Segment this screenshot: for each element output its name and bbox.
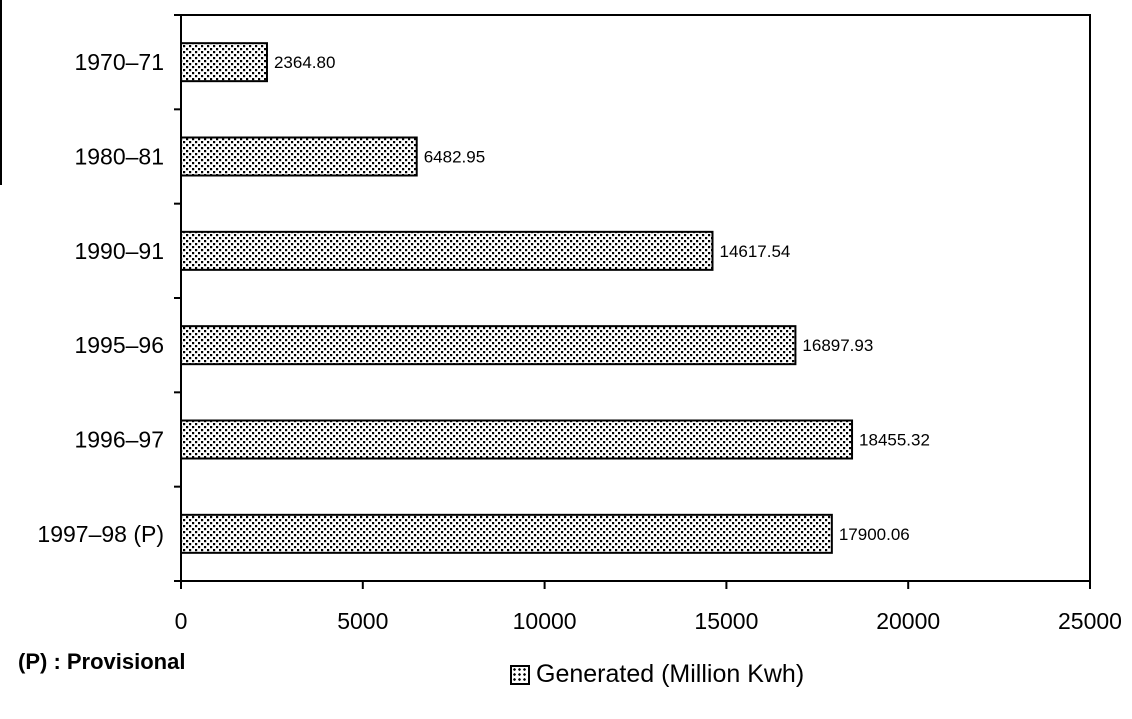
category-label: 1997–98 (P) (37, 521, 164, 547)
category-label: 1990–91 (74, 238, 164, 264)
bar (180, 230, 714, 271)
bars (180, 42, 854, 554)
x-tick-label: 25000 (1058, 608, 1122, 634)
bar (180, 42, 268, 83)
x-tick-label: 15000 (694, 608, 758, 634)
data-label: 2364.80 (274, 53, 335, 72)
bar-chart: 1970–71 1980–81 1990–91 1995–96 1996–97 1997–… (37, 14, 1122, 634)
x-axis-ticks (180, 581, 1091, 589)
plot-area-frame (180, 14, 1091, 582)
category-label: 1995–96 (74, 332, 164, 358)
category-label: 1970–71 (74, 49, 164, 75)
provisional-footnote: (P) : Provisional (18, 649, 186, 674)
category-label: 1980–81 (74, 144, 164, 170)
legend-swatch (510, 664, 530, 685)
legend-label: Generated (Million Kwh) (536, 660, 805, 688)
category-label: 1996–97 (74, 427, 164, 453)
x-tick-label: 0 (175, 608, 188, 634)
data-label: 6482.95 (424, 148, 485, 167)
x-tick-labels: 0 5000 10000 15000 20000 25000 (175, 608, 1122, 634)
category-labels: 1970–71 1980–81 1990–91 1995–96 1996–97 1997–… (37, 49, 164, 547)
x-tick-label: 5000 (337, 608, 388, 634)
y-axis-ticks (174, 14, 181, 582)
bar (180, 513, 833, 554)
data-label: 16897.93 (802, 336, 873, 355)
bar (180, 325, 797, 366)
data-label: 17900.06 (839, 525, 910, 544)
bar (180, 136, 418, 177)
x-tick-label: 20000 (876, 608, 940, 634)
data-label: 18455.32 (859, 431, 930, 450)
page-edge-line (0, 0, 2, 185)
data-label: 14617.54 (719, 242, 790, 261)
data-labels: 2364.80 6482.95 14617.54 16897.93 18455.32 17… (274, 53, 930, 544)
x-tick-label: 10000 (513, 608, 577, 634)
legend: Generated (Million Kwh) (510, 660, 804, 689)
bar (180, 419, 854, 460)
